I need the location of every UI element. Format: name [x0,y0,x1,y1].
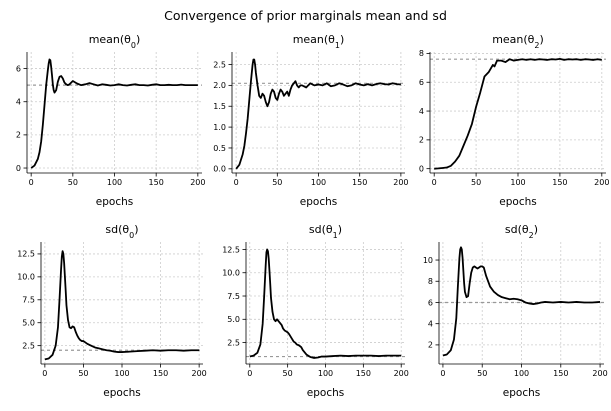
x-tick-label: 200 [190,178,205,187]
x-tick-label: 50 [477,369,487,378]
x-tick-label: 150 [553,369,568,378]
x-axis-label: epochs [499,196,536,208]
figure-suptitle: Convergence of prior marginals mean and … [164,8,447,23]
x-tick-label: 0 [440,369,445,378]
y-tick-label: 6 [419,78,424,87]
subplot-2: 0 50 100 150 200 0.0 0.5 1.0 1.5 2.0 2.5 mean(θ1) ep… [213,33,408,208]
subplot-4: 0 50 100 150 200 2.5 5.0 7.5 10.0 12.5 sd(θ0) epoch… [17,223,207,399]
series-line [249,248,402,359]
x-tick-label: 0 [29,178,34,187]
x-tick-label: 100 [514,369,529,378]
y-tick-label: 2 [428,341,433,350]
x-axis-label: epochs [503,387,540,399]
subplot-title: sd(θ1) [309,223,342,240]
y-tick-label: 10.0 [222,269,240,278]
grid-lines [41,242,203,364]
x-tick-label: 0 [234,178,239,187]
x-tick-label: 50 [272,178,282,187]
y-tick-label: 0 [16,164,21,173]
x-axis-label: epochs [96,196,133,208]
y-tick-label: 5.0 [22,319,35,328]
x-tick-label: 150 [552,178,567,187]
y-tick-label: 4 [428,319,433,328]
y-tick-label: 6 [428,298,433,307]
y-tick-label: 2.5 [213,60,226,69]
x-tick-label: 50 [78,369,88,378]
x-tick-label: 150 [149,178,164,187]
grid-lines [430,52,606,173]
x-tick-label: 100 [510,178,525,187]
series-line [30,58,198,169]
y-tick-label: 0.5 [213,144,226,153]
x-axis-label: epochs [307,387,344,399]
subplot-title: sd(θ2) [505,223,538,240]
x-tick-label: 100 [318,369,333,378]
x-tick-label: 50 [471,178,481,187]
y-tick-label: 8 [419,49,424,58]
x-tick-label: 0 [42,369,47,378]
y-tick-label: 7.5 [227,292,240,301]
grid-lines [246,242,405,364]
subplot-title: mean(θ0) [89,33,141,50]
series-line [235,58,401,170]
x-tick-label: 200 [394,369,409,378]
subplot-6: 0 50 100 150 200 2 4 6 8 10 sd(θ2) epochs [423,223,608,399]
subplot-title: sd(θ0) [105,223,138,240]
x-tick-label: 100 [311,178,326,187]
y-tick-label: 12.5 [17,250,35,259]
x-axis-label: epochs [103,387,140,399]
x-tick-label: 0 [247,369,252,378]
subplot-3: 0 50 100 150 200 0 2 4 6 8 mean(θ2) epochs [419,33,610,208]
y-tick-label: 7.5 [22,296,35,305]
y-tick-label: 2.0 [213,81,226,90]
y-tick-label: 2 [16,131,21,140]
series-line [442,246,601,357]
grid-lines [27,52,202,173]
x-tick-label: 200 [594,178,609,187]
subplot-title: mean(θ2) [492,33,544,50]
y-tick-label: 4 [16,98,21,107]
series-line [44,250,200,361]
grid-lines [232,52,405,173]
y-tick-label: 1.0 [213,123,226,132]
x-tick-label: 100 [114,369,129,378]
y-tick-label: 1.5 [213,102,226,111]
y-tick-label: 0 [419,164,424,173]
x-tick-label: 100 [107,178,122,187]
x-tick-label: 50 [68,178,78,187]
x-tick-label: 200 [592,369,607,378]
subplot-1: 0 50 100 150 200 0 2 4 6 mean(θ0) epochs [16,33,206,208]
y-tick-label: 12.5 [222,245,240,254]
y-tick-label: 2.5 [22,341,35,350]
y-tick-label: 4 [419,107,424,116]
x-tick-label: 50 [283,369,293,378]
x-tick-label: 200 [192,369,207,378]
y-tick-label: 2.5 [227,338,240,347]
y-tick-label: 5.0 [227,315,240,324]
x-tick-label: 200 [393,178,408,187]
x-tick-label: 150 [352,178,367,187]
x-tick-label: 0 [432,178,437,187]
x-tick-label: 150 [153,369,168,378]
x-axis-label: epochs [300,196,337,208]
subplot-5: 0 50 100 150 200 2.5 5.0 7.5 10.0 12.5 sd(θ1) epoch… [222,223,409,399]
y-tick-label: 0.0 [213,165,226,174]
y-tick-label: 10 [423,256,433,265]
y-tick-label: 6 [16,64,21,73]
y-tick-label: 10.0 [17,273,35,282]
subplot-title: mean(θ1) [293,33,345,50]
x-tick-label: 150 [356,369,371,378]
series-line [434,58,602,170]
y-tick-label: 8 [428,277,433,286]
y-tick-label: 2 [419,136,424,145]
